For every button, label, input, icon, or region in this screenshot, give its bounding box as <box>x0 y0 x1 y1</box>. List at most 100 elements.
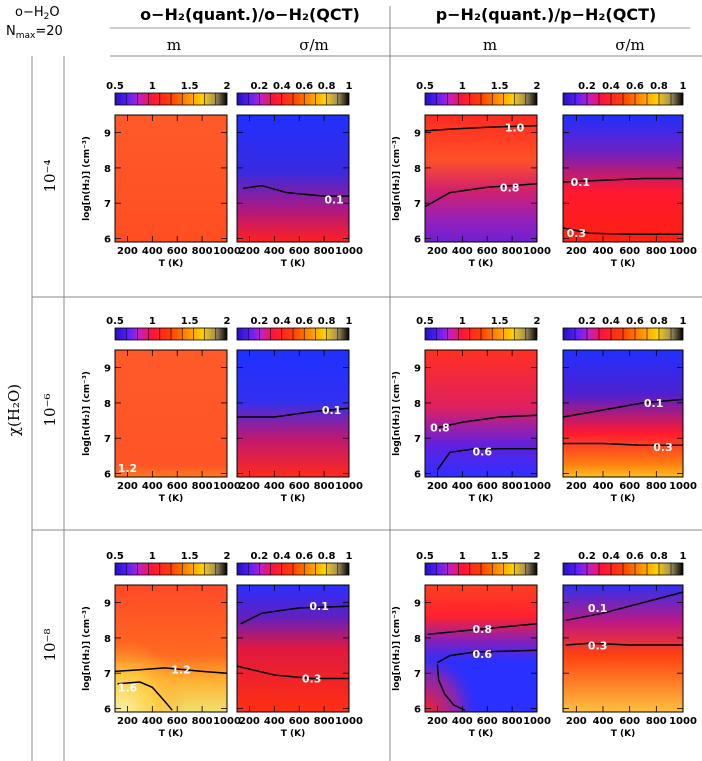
plot-frame-8 <box>562 349 684 478</box>
colorbar-tick-label: 1.5 <box>491 316 509 327</box>
y-tick-label: 6 <box>104 469 111 480</box>
heatmap-fill-2 <box>237 115 349 242</box>
colorbar-tick-label: 0.6 <box>295 551 313 562</box>
x-axis-label: T (K) <box>281 494 305 504</box>
y-tick-label: 7 <box>104 199 111 210</box>
x-tick-label: 1000 <box>669 481 697 492</box>
contour-line <box>243 184 349 197</box>
contour-label: 0.1 <box>309 600 329 613</box>
x-tick-label: 200 <box>117 246 138 257</box>
colorbar-tick-label: 0.2 <box>251 316 269 327</box>
header-ortho: o−H₂(quant.)/o−H₂(QCT) <box>140 5 360 24</box>
y-tick-label: 9 <box>104 599 111 610</box>
x-tick-label: 1000 <box>669 246 697 257</box>
colorbar-tick-label: 0.4 <box>273 81 291 92</box>
heatmap-fill-1 <box>115 115 227 242</box>
x-tick-label: 400 <box>593 481 614 492</box>
contour-label: 1.2 <box>118 462 138 475</box>
colorbar-tick-label: 0.5 <box>416 81 434 92</box>
x-tick-label: 800 <box>192 246 213 257</box>
heatmap-fill-3 <box>425 115 537 242</box>
colorbar-tick-label: 0.6 <box>626 81 644 92</box>
y-tick-label: 7 <box>104 669 111 680</box>
colorbar-tick-label: 0.8 <box>318 551 336 562</box>
contour-line <box>562 177 683 183</box>
contour-line <box>427 623 538 636</box>
x-tick-label: 1000 <box>335 246 363 257</box>
heatmap-fill-6 <box>237 350 349 477</box>
x-tick-label: 600 <box>167 481 188 492</box>
y-axis-label: log[n(H₂)] (cm⁻³) <box>392 136 402 221</box>
colorbar-tick-label: 1 <box>346 81 353 92</box>
x-tick-label: 800 <box>502 716 523 727</box>
y-tick-label: 8 <box>104 399 111 410</box>
row-label-1: 10⁻⁴ <box>41 159 59 192</box>
heatmap-fill-12 <box>563 585 683 712</box>
colorbar-tick-label: 2 <box>224 316 231 327</box>
x-tick-label: 400 <box>142 716 163 727</box>
colorbar-tick-label: 0.2 <box>251 551 269 562</box>
contour-line <box>240 605 350 625</box>
plot-frame-12 <box>562 584 684 713</box>
x-tick-label: 400 <box>593 716 614 727</box>
contour-label: 1.0 <box>505 121 525 134</box>
contour-label: 0.8 <box>472 623 492 636</box>
colorbar-tick-label: 0.2 <box>578 81 596 92</box>
colorbar-tick-label: 1 <box>346 551 353 562</box>
contour-line <box>562 398 684 418</box>
x-tick-label: 1000 <box>669 716 697 727</box>
x-tick-label: 1000 <box>213 246 241 257</box>
contour-line <box>437 414 538 429</box>
x-tick-label: 600 <box>167 716 188 727</box>
contour-label: 0.6 <box>472 446 492 459</box>
x-tick-label: 800 <box>314 481 335 492</box>
contour-line <box>562 227 683 235</box>
y-axis-label: log[n(H₂)] (cm⁻³) <box>392 371 402 456</box>
x-tick-label: 400 <box>142 246 163 257</box>
colorbar-tick-label: 1.5 <box>491 551 509 562</box>
x-axis-label: T (K) <box>159 259 183 269</box>
contour-label: 0.1 <box>644 397 664 410</box>
colorbar-tick-label: 0.4 <box>602 316 620 327</box>
heatmap-highlight <box>115 585 227 712</box>
contour-label: 0.8 <box>500 181 520 194</box>
colorbar-tick-label: 0.6 <box>295 81 313 92</box>
sub-m-para: m <box>483 36 497 54</box>
y-tick-label: 8 <box>414 164 421 175</box>
colorbar-tick-label: 2 <box>224 551 231 562</box>
x-tick-label: 600 <box>289 481 310 492</box>
x-tick-label: 200 <box>239 716 260 727</box>
heatmap-fill-5 <box>115 350 227 477</box>
x-tick-label: 200 <box>566 246 587 257</box>
x-tick-label: 400 <box>142 481 163 492</box>
colorbar-tick-label: 0.8 <box>318 81 336 92</box>
x-tick-label: 400 <box>452 716 473 727</box>
x-tick-label: 200 <box>566 481 587 492</box>
colorbar-tick-label: 0.2 <box>578 551 596 562</box>
x-tick-label: 200 <box>427 246 448 257</box>
colorbar-tick-label: 1 <box>149 81 156 92</box>
x-tick-label: 400 <box>452 246 473 257</box>
x-axis-label: T (K) <box>469 494 493 504</box>
y-axis-label: log[n(H₂)] (cm⁻³) <box>82 606 92 691</box>
colorbar-tick-label: 1 <box>459 551 466 562</box>
heatmap-fill-10 <box>237 585 349 712</box>
contour-label: 0.1 <box>322 404 342 417</box>
x-tick-label: 600 <box>289 246 310 257</box>
x-tick-label: 800 <box>646 246 667 257</box>
x-tick-label: 200 <box>427 716 448 727</box>
nmax-label: Nmax=20 <box>6 24 63 41</box>
x-tick-label: 1000 <box>335 716 363 727</box>
x-axis-label: T (K) <box>159 494 183 504</box>
y-axis-label: log[n(H₂)] (cm⁻³) <box>82 136 92 221</box>
contour-line <box>237 407 350 418</box>
contour-line <box>117 681 173 711</box>
colorbar-tick-label: 0.8 <box>650 81 668 92</box>
colorbar-tick-label: 1.5 <box>181 81 199 92</box>
colorbar-tick-label: 1.5 <box>491 81 509 92</box>
x-tick-label: 1000 <box>523 246 551 257</box>
y-tick-label: 8 <box>414 634 421 645</box>
plot-frame-9 <box>114 584 228 713</box>
colorbar-tick-label: 0.5 <box>106 551 124 562</box>
